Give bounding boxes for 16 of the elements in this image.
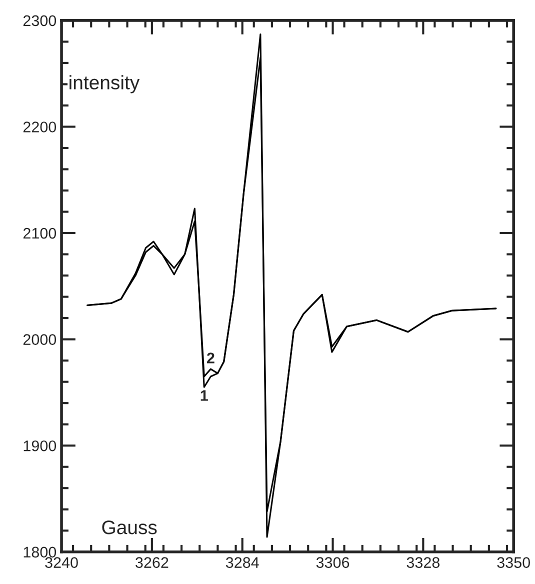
y-axis-title: intensity [70, 75, 140, 94]
annotation: 1 [200, 390, 208, 401]
y-tick-label: 2000 [23, 334, 56, 345]
y-tick-label: 2300 [23, 15, 56, 26]
x-tick-label: 3262 [136, 557, 168, 568]
y-tick-label: 2200 [23, 122, 56, 132]
x-tick-label: 3350 [497, 557, 530, 568]
x-tick-label: 3306 [316, 557, 350, 568]
x-axis-title: Gauss [102, 520, 157, 534]
annotation: 2 [206, 352, 214, 364]
y-tick-label: 2100 [23, 228, 56, 239]
x-tick-label: 3284 [226, 557, 259, 568]
y-tick-label: 1800 [24, 546, 56, 558]
x-tick-label: 3328 [406, 557, 440, 568]
x-tick-label: 3240 [45, 557, 78, 568]
y-tick-label: 1900 [24, 440, 56, 452]
